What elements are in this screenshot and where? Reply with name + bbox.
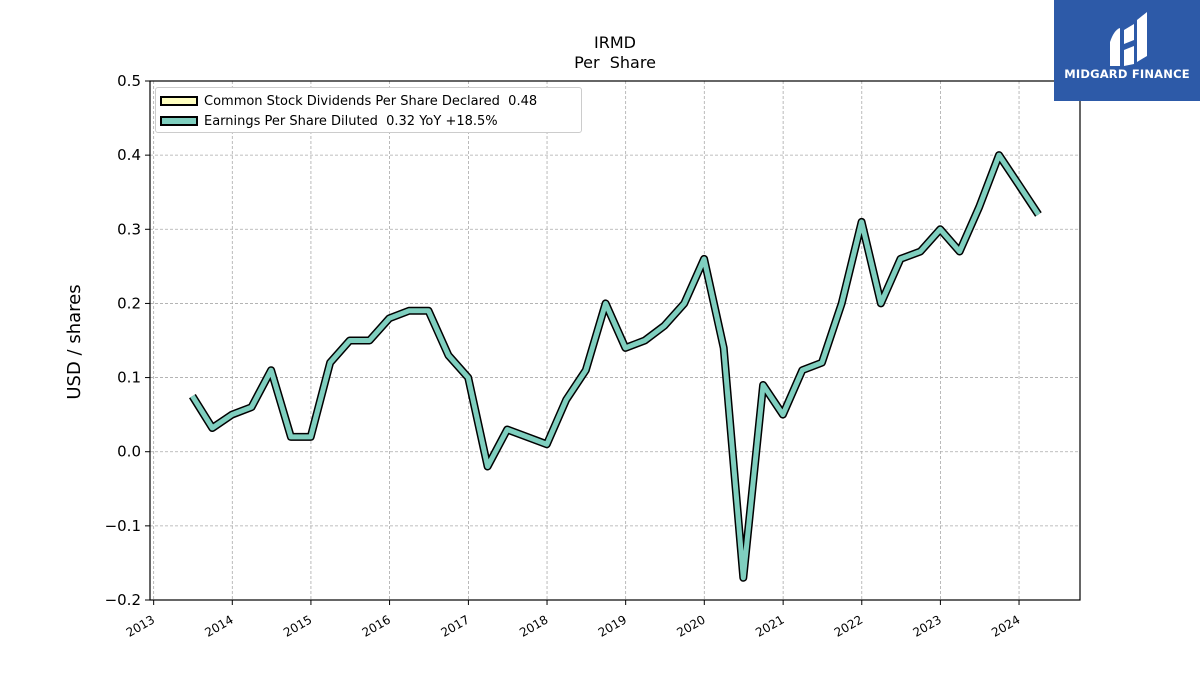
y-tick-label: 0.5 bbox=[117, 72, 141, 90]
x-tick-label: 2020 bbox=[674, 612, 707, 639]
brand-logo: MIDGARD FINANCE bbox=[1054, 0, 1200, 101]
data-point-eps bbox=[623, 346, 627, 350]
x-tick-label: 2018 bbox=[517, 612, 550, 639]
series-line-eps bbox=[190, 152, 1041, 581]
x-tick-label: 2022 bbox=[832, 612, 865, 639]
data-point-eps bbox=[427, 309, 431, 313]
series-outline-eps bbox=[189, 151, 1042, 582]
grid-lines bbox=[150, 80, 1080, 601]
series-layer bbox=[189, 151, 1042, 582]
legend-swatch-eps bbox=[160, 116, 198, 126]
data-point-eps bbox=[328, 361, 332, 365]
data-point-eps bbox=[662, 324, 666, 328]
data-point-eps bbox=[387, 316, 391, 320]
chart-subtitle: Per Share bbox=[574, 53, 656, 72]
logo-mark-icon bbox=[1110, 12, 1147, 66]
legend-label-eps: Earnings Per Share Diluted 0.32 YoY +18.… bbox=[204, 113, 498, 129]
x-tick-label: 2021 bbox=[753, 612, 786, 639]
data-point-eps bbox=[190, 394, 194, 398]
data-point-eps bbox=[722, 346, 726, 350]
legend-label-dividends: Common Stock Dividends Per Share Declare… bbox=[204, 93, 538, 109]
data-point-eps bbox=[958, 250, 962, 254]
legend-item-eps: Earnings Per Share Diluted 0.32 YoY +18.… bbox=[160, 112, 498, 130]
data-point-eps bbox=[466, 376, 470, 380]
y-tick-label: 0.4 bbox=[117, 146, 141, 164]
data-point-eps bbox=[407, 309, 411, 313]
data-point-eps bbox=[702, 257, 706, 261]
x-tick-label: 2023 bbox=[910, 612, 943, 639]
data-point-eps bbox=[820, 361, 824, 365]
y-tick-label: 0.0 bbox=[117, 443, 141, 461]
y-tick-label: 0.3 bbox=[117, 220, 141, 238]
data-point-eps bbox=[1036, 213, 1040, 217]
data-point-eps bbox=[977, 205, 981, 209]
data-point-eps bbox=[309, 435, 313, 439]
data-point-eps bbox=[918, 250, 922, 254]
chart-title: IRMD bbox=[594, 33, 636, 52]
data-point-eps bbox=[564, 398, 568, 402]
data-point-eps bbox=[210, 426, 214, 430]
data-point-eps bbox=[1017, 183, 1021, 187]
logo-text: MIDGARD FINANCE bbox=[1064, 67, 1190, 81]
data-point-eps bbox=[860, 220, 864, 224]
data-point-eps bbox=[879, 301, 883, 305]
data-point-eps bbox=[899, 257, 903, 261]
legend-item-dividends: Common Stock Dividends Per Share Declare… bbox=[160, 92, 537, 110]
data-point-eps bbox=[800, 368, 804, 372]
x-tick-label: 2016 bbox=[360, 612, 393, 639]
plot-frame bbox=[149, 80, 1081, 601]
y-axis-label: USD / shares bbox=[64, 284, 85, 399]
data-point-eps bbox=[761, 383, 765, 387]
y-tick-label: 0.1 bbox=[117, 369, 141, 387]
data-point-eps bbox=[545, 442, 549, 446]
data-point-eps bbox=[250, 405, 254, 409]
data-point-eps bbox=[840, 301, 844, 305]
x-tick-label: 2015 bbox=[281, 612, 314, 639]
data-point-eps bbox=[486, 465, 490, 469]
data-point-eps bbox=[643, 339, 647, 343]
axis-ticks: −0.2 −0.1 0.0 0.1 0.2 0.3 0.4 0.5 2013 2014 2015 20… bbox=[105, 72, 1023, 640]
y-tick-label: −0.1 bbox=[105, 517, 141, 535]
data-point-eps bbox=[682, 301, 686, 305]
data-point-eps bbox=[781, 413, 785, 417]
data-point-eps bbox=[348, 339, 352, 343]
data-point-eps bbox=[289, 435, 293, 439]
x-tick-label: 2014 bbox=[202, 612, 235, 639]
data-point-eps bbox=[604, 301, 608, 305]
y-tick-label: −0.2 bbox=[105, 591, 141, 609]
data-point-eps bbox=[505, 428, 509, 432]
data-point-eps bbox=[938, 227, 942, 231]
y-tick-label: 0.2 bbox=[117, 294, 141, 312]
data-point-eps bbox=[741, 576, 745, 580]
legend-swatch-dividends bbox=[160, 96, 198, 106]
data-point-eps bbox=[446, 353, 450, 357]
data-point-eps bbox=[368, 339, 372, 343]
data-point-eps bbox=[269, 368, 273, 372]
x-tick-label: 2024 bbox=[989, 612, 1022, 639]
data-point-eps bbox=[230, 413, 234, 417]
x-tick-label: 2019 bbox=[596, 612, 629, 639]
data-point-eps bbox=[584, 368, 588, 372]
data-point-eps bbox=[997, 153, 1001, 157]
x-tick-label: 2017 bbox=[438, 612, 471, 639]
legend: Common Stock Dividends Per Share Declare… bbox=[155, 87, 582, 133]
x-tick-label: 2013 bbox=[124, 612, 157, 639]
data-point-eps bbox=[525, 435, 529, 439]
